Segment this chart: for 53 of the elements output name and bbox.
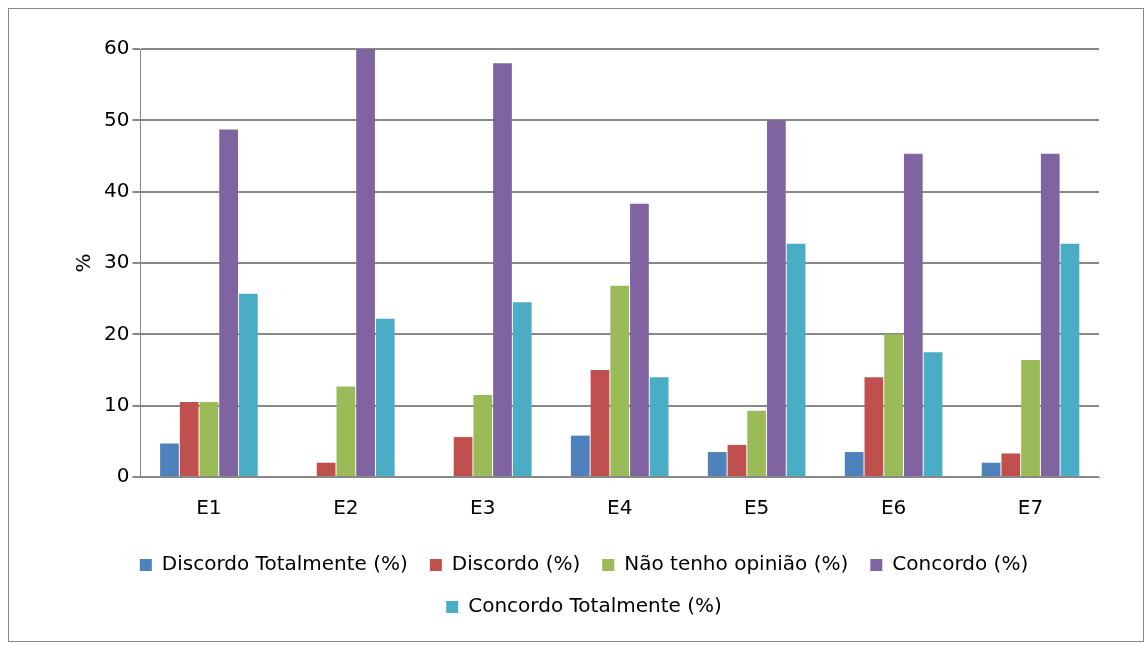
- bar: [1001, 453, 1021, 476]
- bar: [630, 203, 649, 476]
- bar: [375, 318, 395, 476]
- bar: [727, 444, 747, 476]
- bar: [316, 462, 336, 476]
- y-tick-label: 10: [104, 391, 130, 416]
- x-tick-label: E3: [470, 495, 496, 520]
- bar: [512, 302, 532, 476]
- legend-label: Concordo (%): [892, 551, 1029, 576]
- legend-label: Discordo Totalmente (%): [161, 551, 408, 576]
- bar: [767, 120, 786, 476]
- bar: [160, 443, 179, 476]
- x-tick-label: E2: [333, 495, 359, 520]
- bar: [1040, 153, 1060, 476]
- bar: [1021, 360, 1040, 476]
- y-tick-label: 0: [116, 463, 130, 488]
- bar: [884, 334, 903, 476]
- bar: [923, 352, 943, 476]
- x-tick-label: E7: [1017, 495, 1044, 520]
- bar: [336, 386, 356, 476]
- y-tick-label: 30: [104, 249, 130, 274]
- bar: [238, 293, 258, 476]
- bar: [864, 377, 884, 476]
- bar: [786, 243, 806, 476]
- bar: [844, 452, 864, 476]
- y-tick-label: 60: [104, 35, 130, 60]
- legend-label: Discordo (%): [451, 551, 581, 576]
- x-tick-label: E1: [196, 495, 222, 520]
- bar: [179, 402, 199, 476]
- y-tick-label: 50: [104, 106, 130, 131]
- y-axis-title: %: [71, 253, 96, 273]
- bar: [590, 370, 610, 476]
- y-tick-label: 20: [104, 320, 130, 345]
- bar: [707, 452, 727, 476]
- bar: [356, 49, 375, 476]
- x-tick-label: E5: [743, 495, 770, 520]
- bar: [981, 462, 1001, 476]
- bar: [610, 285, 630, 476]
- x-tick-label: E4: [607, 495, 633, 520]
- bar: [903, 153, 923, 476]
- legend-label: Concordo Totalmente (%): [468, 593, 722, 618]
- bar: [453, 437, 473, 476]
- bar: [473, 394, 493, 476]
- bar: [199, 402, 219, 476]
- bar: [649, 377, 669, 476]
- legend-label: Não tenho opinião (%): [624, 551, 849, 576]
- bar: [570, 435, 590, 476]
- bar: [1060, 243, 1080, 476]
- y-tick-label: 40: [104, 177, 130, 202]
- bar: [747, 410, 767, 476]
- bar: [219, 129, 238, 476]
- x-tick-label: E6: [880, 495, 907, 520]
- bar: [493, 63, 512, 476]
